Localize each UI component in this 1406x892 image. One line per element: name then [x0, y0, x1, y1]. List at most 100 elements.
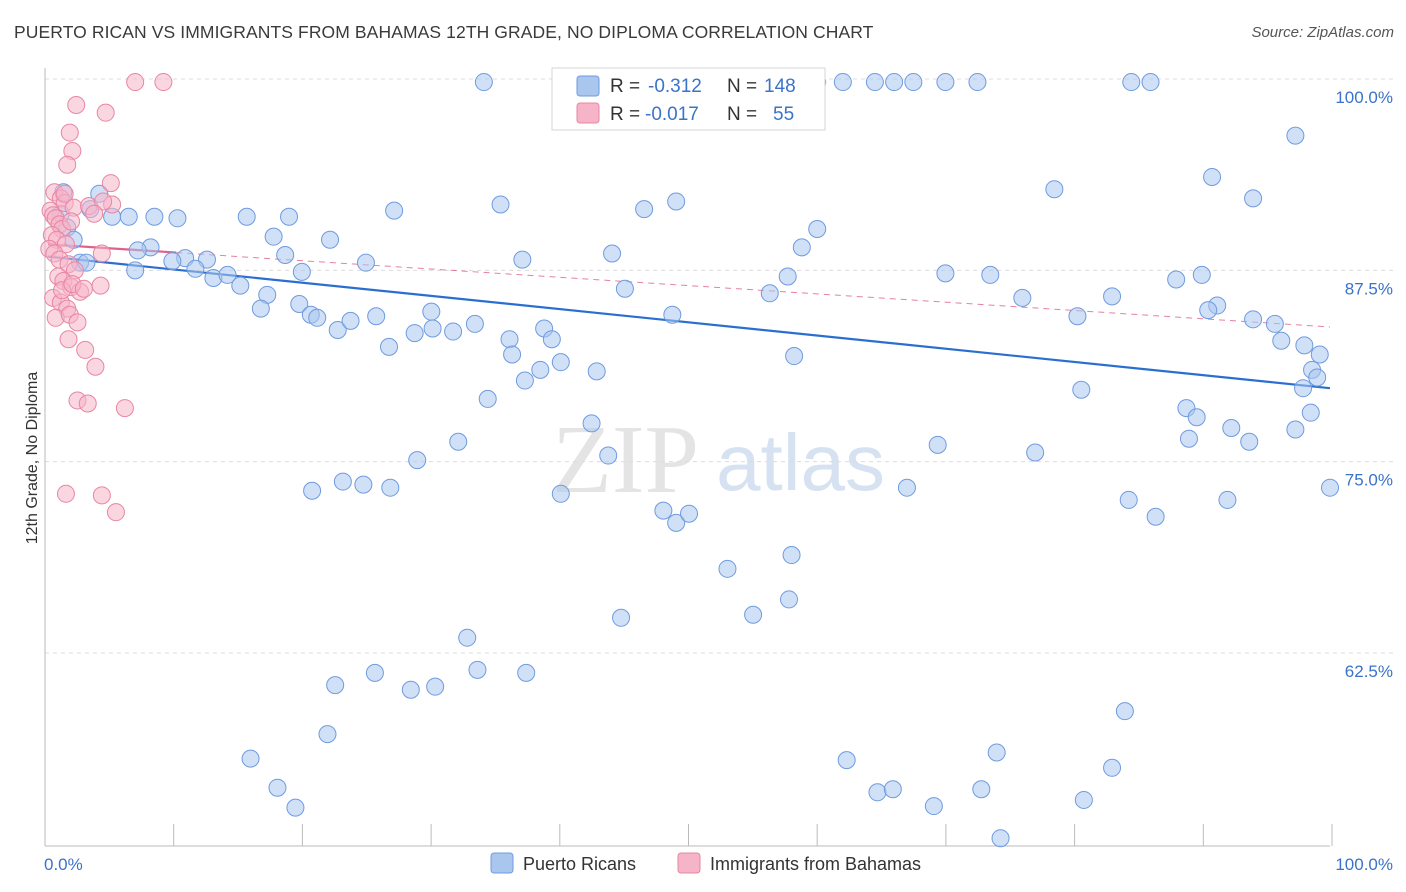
point-puerto-rican [808, 220, 827, 239]
point-puerto-rican [405, 324, 424, 343]
point-puerto-rican [972, 780, 991, 799]
point-puerto-rican [779, 590, 798, 609]
point-puerto-rican [1218, 490, 1237, 509]
point-puerto-rican [237, 207, 256, 226]
point-bahamas [92, 486, 111, 505]
point-puerto-rican [1203, 167, 1222, 186]
point-puerto-rican [1295, 336, 1314, 355]
point-puerto-rican [280, 207, 299, 226]
point-puerto-rican [408, 451, 427, 470]
bottom-legend-swatch-pink [677, 852, 701, 874]
point-puerto-rican [268, 778, 287, 797]
legend-n-value-2: 55 [773, 104, 794, 125]
point-puerto-rican [444, 322, 463, 341]
bottom-legend-label-bahamas: Immigrants from Bahamas [710, 854, 921, 874]
point-puerto-rican [792, 238, 811, 257]
point-puerto-rican [401, 680, 420, 699]
point-puerto-rican [1074, 790, 1093, 809]
point-bahamas [154, 73, 173, 92]
point-puerto-rican [468, 660, 487, 679]
point-puerto-rican [119, 207, 138, 226]
point-puerto-rican [635, 200, 654, 219]
point-puerto-rican [1244, 310, 1263, 329]
point-bahamas [91, 276, 110, 295]
point-puerto-rican [1244, 189, 1263, 208]
point-puerto-rican [603, 244, 622, 263]
point-puerto-rican [612, 608, 631, 627]
point-puerto-rican [385, 201, 404, 220]
point-puerto-rican [365, 663, 384, 682]
point-puerto-rican [1167, 270, 1186, 289]
point-puerto-rican [1240, 432, 1259, 451]
legend-r-label-2: R = [610, 104, 640, 125]
legend-swatch-pink [576, 102, 600, 124]
point-puerto-rican [326, 676, 345, 695]
y-tick-label: 75.0% [1345, 471, 1393, 490]
y-tick-label: 100.0% [1335, 88, 1393, 107]
axes [44, 68, 1333, 847]
point-puerto-rican [667, 192, 686, 211]
legend-box: R = -0.312 N = 148 R = -0.017 N = 55 [551, 67, 826, 131]
point-puerto-rican [981, 265, 1000, 284]
point-puerto-rican [928, 435, 947, 454]
point-bahamas [62, 212, 81, 231]
point-bahamas [115, 399, 134, 418]
point-bahamas [67, 96, 86, 115]
point-puerto-rican [367, 307, 386, 326]
point-puerto-rican [503, 345, 522, 364]
point-puerto-rican [478, 389, 497, 408]
point-puerto-rican [321, 230, 340, 249]
chart-title: PUERTO RICAN VS IMMIGRANTS FROM BAHAMAS … [14, 22, 874, 42]
point-puerto-rican [163, 252, 182, 271]
point-puerto-rican [654, 501, 673, 520]
trend-line-blue [47, 255, 1331, 390]
point-bahamas [68, 313, 87, 332]
point-puerto-rican [1013, 288, 1032, 307]
point-puerto-rican [292, 262, 311, 281]
bottom-legend-swatch-blue [490, 852, 514, 874]
watermark-zip: ZIP [552, 406, 699, 514]
point-puerto-rican [936, 264, 955, 283]
point-puerto-rican [837, 751, 856, 770]
point-puerto-rican [968, 73, 987, 92]
point-puerto-rican [1068, 307, 1087, 326]
point-bahamas [106, 503, 125, 522]
point-puerto-rican [868, 783, 887, 802]
point-puerto-rican [1179, 429, 1198, 448]
point-puerto-rican [1222, 418, 1241, 437]
point-puerto-rican [1265, 314, 1284, 333]
point-bahamas [94, 192, 113, 211]
point-puerto-rican [833, 73, 852, 92]
point-puerto-rican [904, 73, 923, 92]
point-puerto-rican [241, 749, 260, 768]
point-puerto-rican [991, 829, 1010, 848]
legend-r-value-2: -0.017 [645, 104, 699, 125]
point-puerto-rican [1026, 443, 1045, 462]
point-puerto-rican [513, 250, 532, 269]
legend-swatch-blue [576, 75, 600, 97]
point-puerto-rican [380, 337, 399, 356]
legend-r-value-1: -0.312 [648, 76, 702, 97]
source-label: Source: ZipAtlas.com [1251, 24, 1394, 41]
point-puerto-rican [1141, 73, 1160, 92]
point-puerto-rican [582, 414, 601, 433]
point-puerto-rican [551, 484, 570, 503]
point-puerto-rican [251, 299, 270, 318]
point-puerto-rican [354, 475, 373, 494]
point-puerto-rican [542, 330, 561, 349]
point-puerto-rican [1199, 301, 1218, 320]
point-puerto-rican [1286, 126, 1305, 145]
point-puerto-rican [458, 628, 477, 647]
point-puerto-rican [987, 743, 1006, 762]
point-puerto-rican [1192, 265, 1211, 284]
y-axis-label: 12th Grade, No Diploma [24, 372, 41, 545]
point-puerto-rican [1308, 368, 1327, 387]
point-bahamas [92, 244, 111, 263]
y-tick-label: 62.5% [1345, 662, 1393, 681]
watermark-atlas: atlas [716, 418, 885, 507]
point-puerto-rican [865, 73, 884, 92]
point-puerto-rican [308, 308, 327, 327]
point-puerto-rican [474, 73, 493, 92]
point-puerto-rican [449, 432, 468, 451]
